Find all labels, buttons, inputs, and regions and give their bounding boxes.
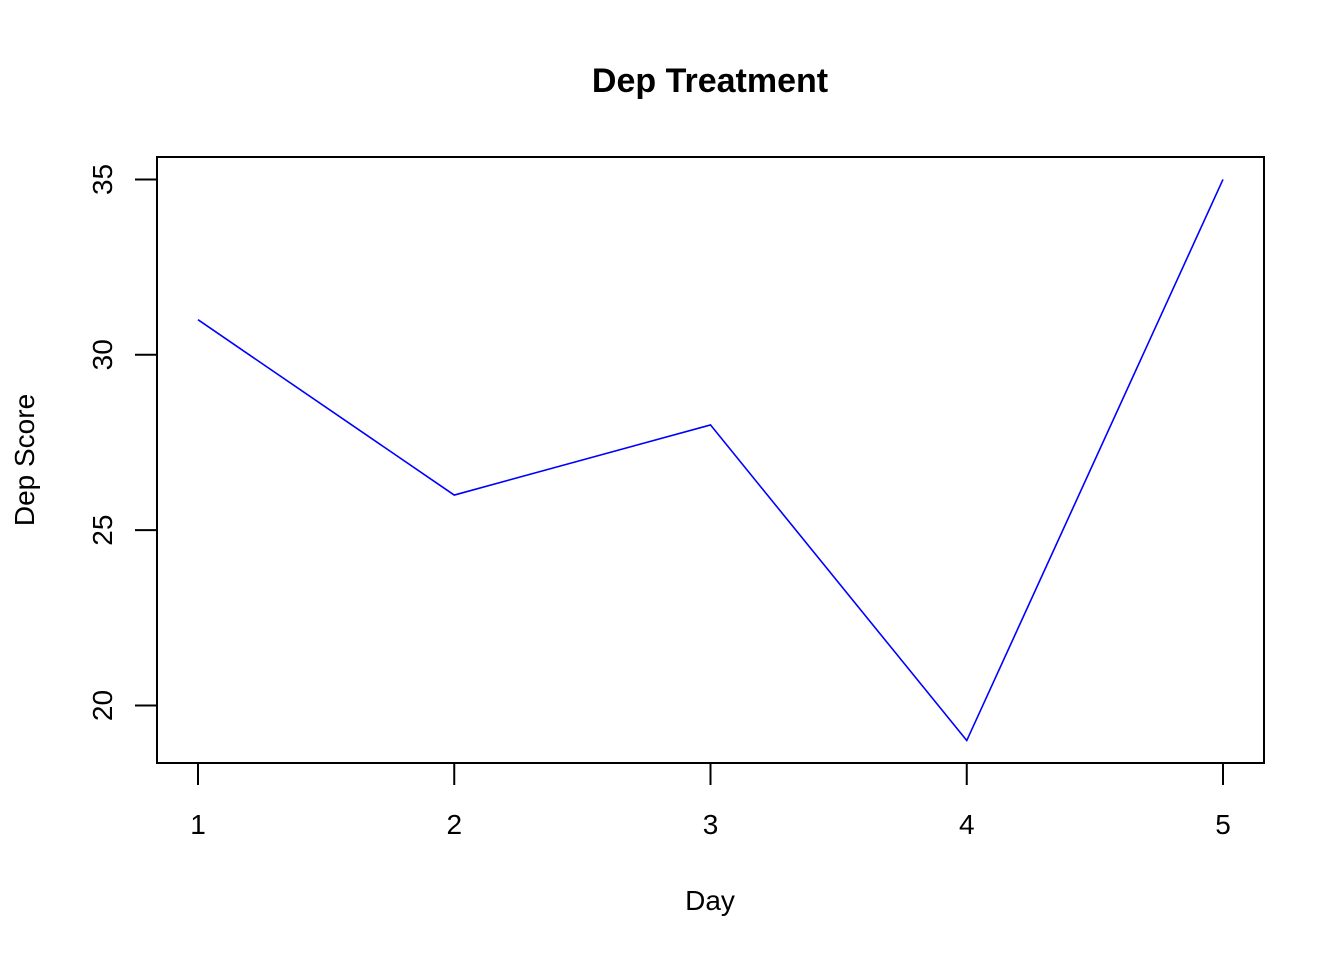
y-tick-label: 20 [87, 690, 118, 721]
chart-title: Dep Treatment [592, 62, 828, 100]
y-tick-label: 30 [87, 339, 118, 370]
series-line [197, 179, 1224, 743]
y-tick-label: 25 [87, 515, 118, 546]
x-axis-label: Day [685, 885, 735, 916]
series-layer [197, 179, 1224, 743]
y-axis-label: Dep Score [9, 394, 40, 526]
x-tick-label: 1 [190, 809, 206, 840]
x-tick-label: 4 [959, 809, 975, 840]
x-axis: 1 2 3 4 5 [190, 762, 1231, 840]
x-tick-label: 3 [703, 809, 719, 840]
plot-frame [156, 156, 1265, 764]
y-tick-label: 35 [87, 164, 118, 195]
y-axis: 20 25 30 35 [87, 164, 158, 721]
x-tick-label: 2 [446, 809, 462, 840]
x-tick-label: 5 [1215, 809, 1231, 840]
